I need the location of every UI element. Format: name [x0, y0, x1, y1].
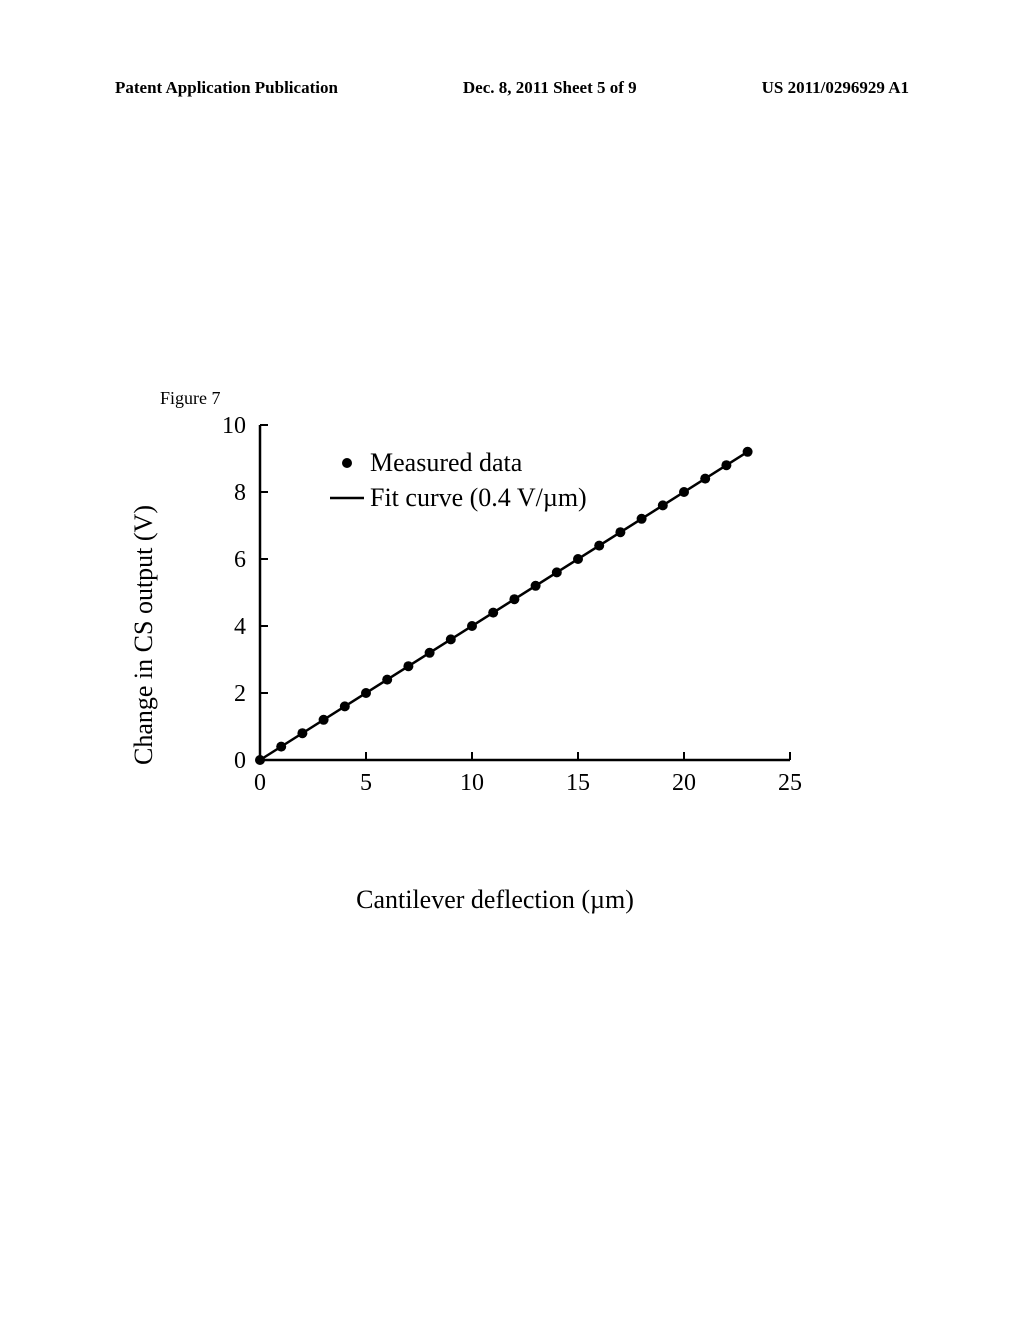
legend: Measured data Fit curve (0.4 V/µm) — [330, 445, 587, 515]
legend-item-measured: Measured data — [330, 445, 587, 480]
chart: 05101520250246810 Change in CS output (V… — [180, 405, 810, 865]
y-axis-label: Change in CS output (V) — [129, 505, 159, 765]
svg-text:10: 10 — [460, 770, 484, 796]
header-center: Dec. 8, 2011 Sheet 5 of 9 — [463, 78, 637, 98]
svg-text:5: 5 — [360, 770, 372, 796]
svg-text:10: 10 — [222, 413, 246, 439]
svg-text:6: 6 — [234, 547, 246, 573]
svg-text:4: 4 — [234, 614, 246, 640]
svg-text:2: 2 — [234, 681, 246, 707]
legend-label-measured: Measured data — [370, 445, 522, 480]
legend-label-fit: Fit curve (0.4 V/µm) — [370, 480, 587, 515]
svg-text:8: 8 — [234, 480, 246, 506]
svg-text:25: 25 — [778, 770, 802, 796]
line-icon — [330, 492, 364, 504]
svg-text:15: 15 — [566, 770, 590, 796]
svg-text:0: 0 — [234, 748, 246, 774]
svg-text:20: 20 — [672, 770, 696, 796]
x-axis-label: Cantilever deflection (µm) — [356, 885, 634, 915]
header-right: US 2011/0296929 A1 — [762, 78, 909, 98]
header-left: Patent Application Publication — [115, 78, 338, 98]
legend-item-fit: Fit curve (0.4 V/µm) — [330, 480, 587, 515]
page-header: Patent Application Publication Dec. 8, 2… — [115, 78, 909, 98]
svg-text:0: 0 — [254, 770, 266, 796]
dot-icon — [330, 457, 364, 469]
